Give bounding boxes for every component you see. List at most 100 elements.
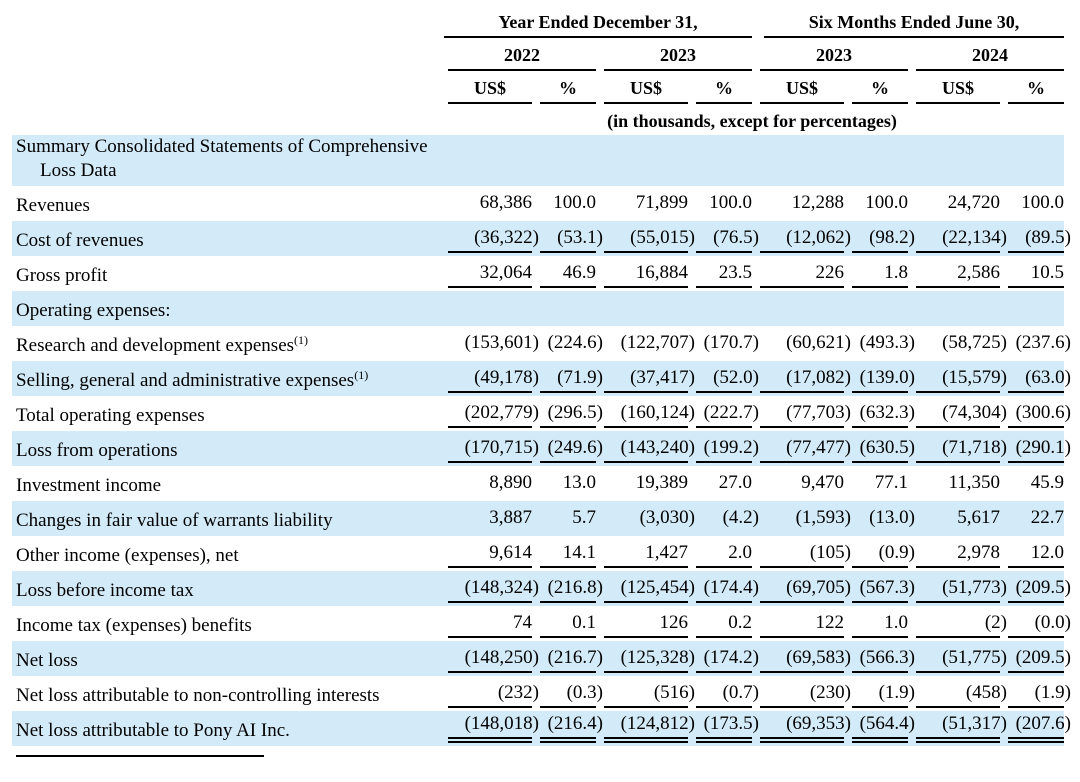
value-cell: 2,978 bbox=[908, 536, 1000, 571]
table-row: Cost of revenues (36,322) (53.1) (55,015) (7… bbox=[12, 220, 1071, 256]
value-cell: (170.7) bbox=[703, 331, 759, 353]
value-cell: (4.2) bbox=[722, 506, 759, 528]
row-label: Gross profit bbox=[16, 264, 108, 286]
value-cell bbox=[532, 135, 596, 186]
table-row: Total operating expenses (202,779) (296.5)… bbox=[12, 396, 1071, 431]
row-label: Loss from operations bbox=[16, 439, 178, 461]
value-cell: (60,621) bbox=[786, 331, 851, 353]
value-cell: (160,124) bbox=[596, 396, 695, 431]
table-row: Operating expenses: bbox=[12, 290, 1064, 326]
value-cell bbox=[532, 291, 596, 326]
value-cell bbox=[908, 135, 1000, 186]
value-cell: (12,062) bbox=[752, 221, 851, 256]
value-cell: (209.5) bbox=[1000, 641, 1071, 676]
value-cell: (69,705) bbox=[752, 571, 851, 606]
col-header: % bbox=[688, 71, 752, 104]
value-cell: (216.7) bbox=[532, 641, 603, 676]
col-header: US$ bbox=[752, 71, 844, 104]
header-row-note: (in thousands, except for percentages) bbox=[12, 104, 1064, 135]
value-cell: (209.5) bbox=[1000, 571, 1071, 606]
row-label: Total operating expenses bbox=[16, 404, 205, 426]
value-cell: (69,353) bbox=[752, 711, 851, 746]
value-cell: (566.3) bbox=[844, 641, 915, 676]
value-cell: (216.8) bbox=[532, 571, 603, 606]
value-cell: (51,317) bbox=[908, 711, 1007, 746]
value-cell: (0.9) bbox=[844, 536, 915, 571]
value-cell: (71,718) bbox=[908, 431, 1007, 466]
value-cell bbox=[752, 291, 844, 326]
row-label: Changes in fair value of warrants liabil… bbox=[16, 509, 333, 531]
value-cell: 226 bbox=[752, 256, 844, 291]
value-cell: 8,890 bbox=[489, 471, 532, 493]
header-row-units: US$ % US$ % US$ % US$ % bbox=[12, 71, 1064, 104]
value-cell: (0.0) bbox=[1000, 606, 1071, 641]
row-label: Net loss attributable to non-controlling… bbox=[16, 684, 380, 706]
value-cell: (89.5) bbox=[1000, 221, 1071, 256]
year-label: 2022 bbox=[448, 45, 596, 71]
value-cell: (58,725) bbox=[942, 331, 1007, 353]
value-cell: (516) bbox=[596, 676, 695, 711]
value-cell: (170,715) bbox=[440, 431, 539, 466]
table-row: Income tax (expenses) benefits 74 0.1 126 0.… bbox=[12, 606, 1071, 641]
value-cell: (76.5) bbox=[688, 221, 759, 256]
value-cell: (567.3) bbox=[844, 571, 915, 606]
value-cell: 10.5 bbox=[1000, 256, 1064, 291]
value-cell bbox=[440, 135, 532, 186]
value-cell: (224.6) bbox=[547, 331, 603, 353]
value-cell: 16,884 bbox=[596, 256, 688, 291]
value-cell: (237.6) bbox=[1015, 331, 1071, 353]
header-spacer bbox=[12, 71, 440, 104]
value-cell: 5.7 bbox=[572, 506, 596, 528]
table-row: Revenues 68,386 100.0 71,899 100.0 12,288 100.… bbox=[12, 186, 1064, 221]
value-cell: 24,720 bbox=[947, 191, 1000, 213]
value-cell: (230) bbox=[752, 676, 851, 711]
value-cell: 100.0 bbox=[1021, 191, 1064, 213]
value-cell: (1.9) bbox=[1000, 676, 1071, 711]
row-label: Other income (expenses), net bbox=[16, 544, 239, 566]
value-cell bbox=[596, 135, 688, 186]
table-row: Loss before income tax (148,324) (216.8) (1… bbox=[12, 570, 1071, 606]
value-cell: (52.0) bbox=[688, 361, 759, 396]
value-cell: (37,417) bbox=[596, 361, 695, 396]
table-row: Other income (expenses), net 9,614 14.1 1,4… bbox=[12, 536, 1064, 571]
value-cell: 45.9 bbox=[1030, 471, 1064, 493]
value-cell: 12,288 bbox=[791, 191, 844, 213]
value-cell bbox=[688, 291, 752, 326]
value-cell: 2,586 bbox=[908, 256, 1000, 291]
value-cell: 71,899 bbox=[635, 191, 688, 213]
value-cell: (98.2) bbox=[844, 221, 915, 256]
footnote-marker: (1) bbox=[294, 332, 309, 347]
value-cell: (632.3) bbox=[844, 396, 915, 431]
value-cell bbox=[908, 291, 1000, 326]
table-row: Loss from operations (170,715) (249.6) (143… bbox=[12, 430, 1071, 466]
value-cell: 0.2 bbox=[688, 606, 752, 641]
value-cell: 74 bbox=[440, 606, 532, 641]
value-cell: 68,386 bbox=[479, 191, 532, 213]
value-cell: (1,593) bbox=[795, 506, 851, 528]
col-header: US$ bbox=[596, 71, 688, 104]
value-cell: (124,812) bbox=[596, 711, 695, 746]
value-cell: 1,427 bbox=[596, 536, 688, 571]
value-cell: (51,775) bbox=[908, 641, 1007, 676]
value-cell: (0.7) bbox=[688, 676, 759, 711]
value-cell: (630.5) bbox=[844, 431, 915, 466]
header-spacer bbox=[12, 4, 440, 38]
value-cell: (3,030) bbox=[639, 506, 695, 528]
year-label: 2023 bbox=[760, 45, 908, 71]
value-cell: 2.0 bbox=[688, 536, 752, 571]
financial-table: Year Ended December 31, Six Months Ended… bbox=[12, 4, 1071, 746]
table-row: Changes in fair value of warrants liabil… bbox=[12, 500, 1064, 536]
row-label: Investment income bbox=[16, 474, 162, 496]
value-cell: 77.1 bbox=[874, 471, 908, 493]
value-cell bbox=[844, 291, 908, 326]
value-cell bbox=[1000, 135, 1064, 186]
value-cell: (122,707) bbox=[620, 331, 695, 353]
value-cell: 9,614 bbox=[440, 536, 532, 571]
value-cell: (36,322) bbox=[440, 221, 539, 256]
value-cell: (143,240) bbox=[596, 431, 695, 466]
col-header: US$ bbox=[908, 71, 1000, 104]
row-label: Net loss attributable to Pony AI Inc. bbox=[16, 719, 290, 741]
col-header: % bbox=[1000, 71, 1064, 104]
value-cell: (22,134) bbox=[908, 221, 1007, 256]
col-header: % bbox=[532, 71, 596, 104]
